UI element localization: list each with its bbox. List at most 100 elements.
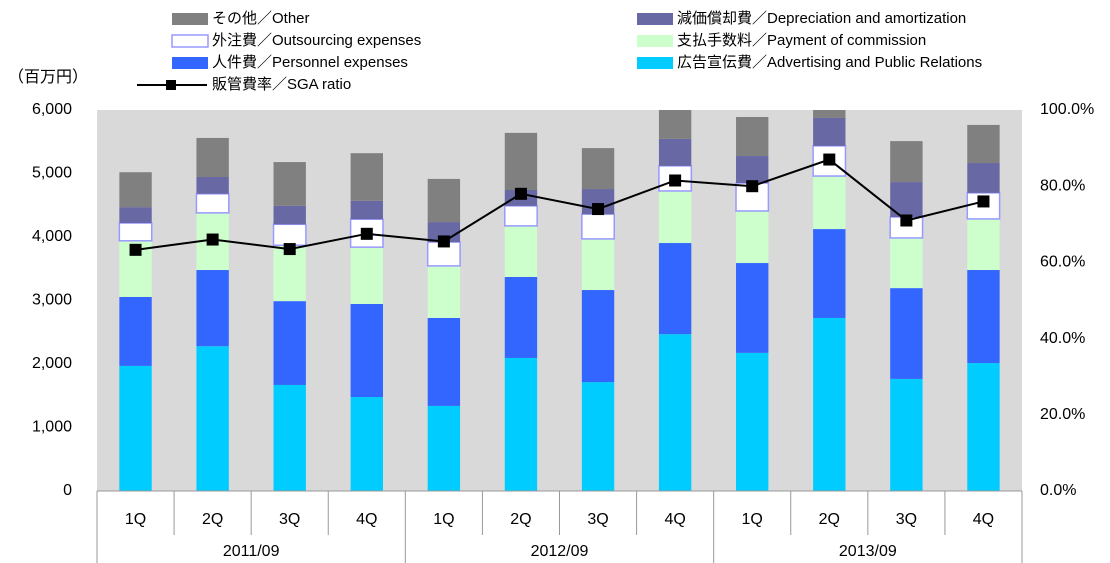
bar-segment: [427, 317, 461, 406]
y2-tick-label: 80.0%: [1040, 177, 1085, 194]
legend-label: 広告宣伝費／Advertising and Public Relations: [677, 54, 982, 71]
ratio-marker: [592, 203, 605, 216]
bars: [118, 110, 1001, 491]
legend-swatch: [172, 57, 208, 69]
legend-label: その他／Other: [212, 10, 310, 27]
bar-segment: [967, 124, 1000, 164]
bar-segment: [350, 247, 383, 304]
group-label: 2011/09: [223, 543, 280, 560]
y2-tick-label: 60.0%: [1040, 254, 1085, 271]
y-unit-label: （百万円）: [8, 68, 88, 86]
x-tick-label: 4Q: [973, 511, 994, 528]
bar-segment: [581, 382, 615, 491]
ratio-marker: [900, 214, 913, 227]
bar-segment: [118, 222, 153, 242]
y-tick-label: 4,000: [32, 228, 72, 245]
bar-segment: [427, 405, 461, 491]
bar-segment: [736, 352, 769, 491]
bar-segment: [273, 205, 306, 225]
bar-segment: [658, 110, 692, 139]
bar-segment: [196, 176, 229, 194]
bar-segment: [813, 176, 846, 230]
ratio-line: [135, 158, 984, 251]
x-tick-label: 2Q: [202, 511, 223, 528]
bar-segment: [119, 207, 152, 224]
bar-segment: [427, 265, 461, 318]
y2-tick-label: 40.0%: [1040, 330, 1085, 347]
bar-segment: [658, 138, 692, 166]
legend-swatch: [637, 57, 673, 69]
y-tick-label: 3,000: [32, 292, 72, 309]
x-tick-label: 1Q: [742, 511, 763, 528]
bar-segment: [504, 225, 538, 278]
bar-segment: [350, 397, 383, 491]
bar-segment: [272, 223, 307, 247]
ratio-marker: [977, 195, 990, 208]
bar-segment: [813, 110, 846, 118]
bar-segment: [196, 270, 229, 347]
bar-segment: [504, 205, 538, 227]
bar-segment: [813, 117, 846, 146]
legend-swatch: [171, 34, 209, 48]
ratio-marker: [129, 243, 142, 256]
bar-segment: [273, 162, 306, 206]
legend-label: 外注費／Outsourcing expenses: [212, 32, 421, 49]
legend-swatch: [172, 13, 208, 25]
bar-segment: [736, 210, 769, 264]
bar-segment: [350, 303, 383, 398]
y2-tick-label: 0.0%: [1040, 482, 1076, 499]
bar-segment: [890, 141, 923, 183]
bar-segment: [350, 153, 383, 201]
bar-segment: [195, 193, 230, 214]
legend-label: 人件費／Personnel expenses: [212, 54, 408, 71]
bar-segment: [196, 346, 229, 491]
ratio-marker: [823, 153, 836, 166]
x-tick-label: 3Q: [587, 511, 608, 528]
bar-segment: [504, 357, 538, 491]
x-tick-label: 4Q: [356, 511, 377, 528]
x-tick-label: 2Q: [819, 511, 840, 528]
bar-segment: [658, 243, 692, 335]
bar-segment: [119, 365, 152, 491]
x-tick-label: 3Q: [279, 511, 300, 528]
bar-segment: [658, 334, 692, 491]
legend-label: 減価償却費／Depreciation and amortization: [677, 10, 966, 27]
bar-segment: [273, 301, 306, 385]
y-tick-label: 2,000: [32, 355, 72, 372]
bar-segment: [350, 200, 383, 220]
ratio-marker: [746, 180, 759, 193]
ratio-marker: [360, 227, 373, 240]
bar-segment: [736, 263, 769, 353]
bar-segment: [813, 317, 846, 491]
bar-segment: [890, 288, 923, 379]
bar-segment: [967, 363, 1000, 491]
legend-label: 販管費率／SGA ratio: [212, 76, 351, 93]
y2-tick-label: 100.0%: [1040, 101, 1094, 118]
y2-tick-label: 20.0%: [1040, 406, 1085, 423]
x-tick-label: 2Q: [510, 511, 531, 528]
bar-segment: [736, 116, 769, 157]
bar-segment: [427, 178, 461, 223]
legend-swatch: [637, 13, 673, 25]
bar-segment: [119, 172, 152, 208]
ratio-marker: [437, 235, 450, 248]
bar-segment: [658, 165, 693, 192]
x-tick-label: 1Q: [125, 511, 146, 528]
y-tick-label: 1,000: [32, 419, 72, 436]
y-tick-label: 6,000: [32, 101, 72, 118]
ratio-marker: [283, 243, 296, 256]
bar-segment: [581, 148, 615, 190]
legend-label: 支払手数料／Payment of commission: [677, 32, 926, 49]
bar-segment: [119, 297, 152, 366]
bar-segment: [504, 277, 538, 358]
bar-segment: [658, 190, 692, 244]
bar-segment: [813, 229, 846, 318]
legend-marker: [166, 80, 176, 90]
ratio-marker: [206, 233, 219, 246]
bar-segment: [967, 218, 1000, 271]
legend-swatch: [637, 35, 673, 47]
ratio-marker: [514, 187, 527, 200]
plot-area: [97, 110, 1022, 491]
bar-segment: [890, 237, 923, 289]
